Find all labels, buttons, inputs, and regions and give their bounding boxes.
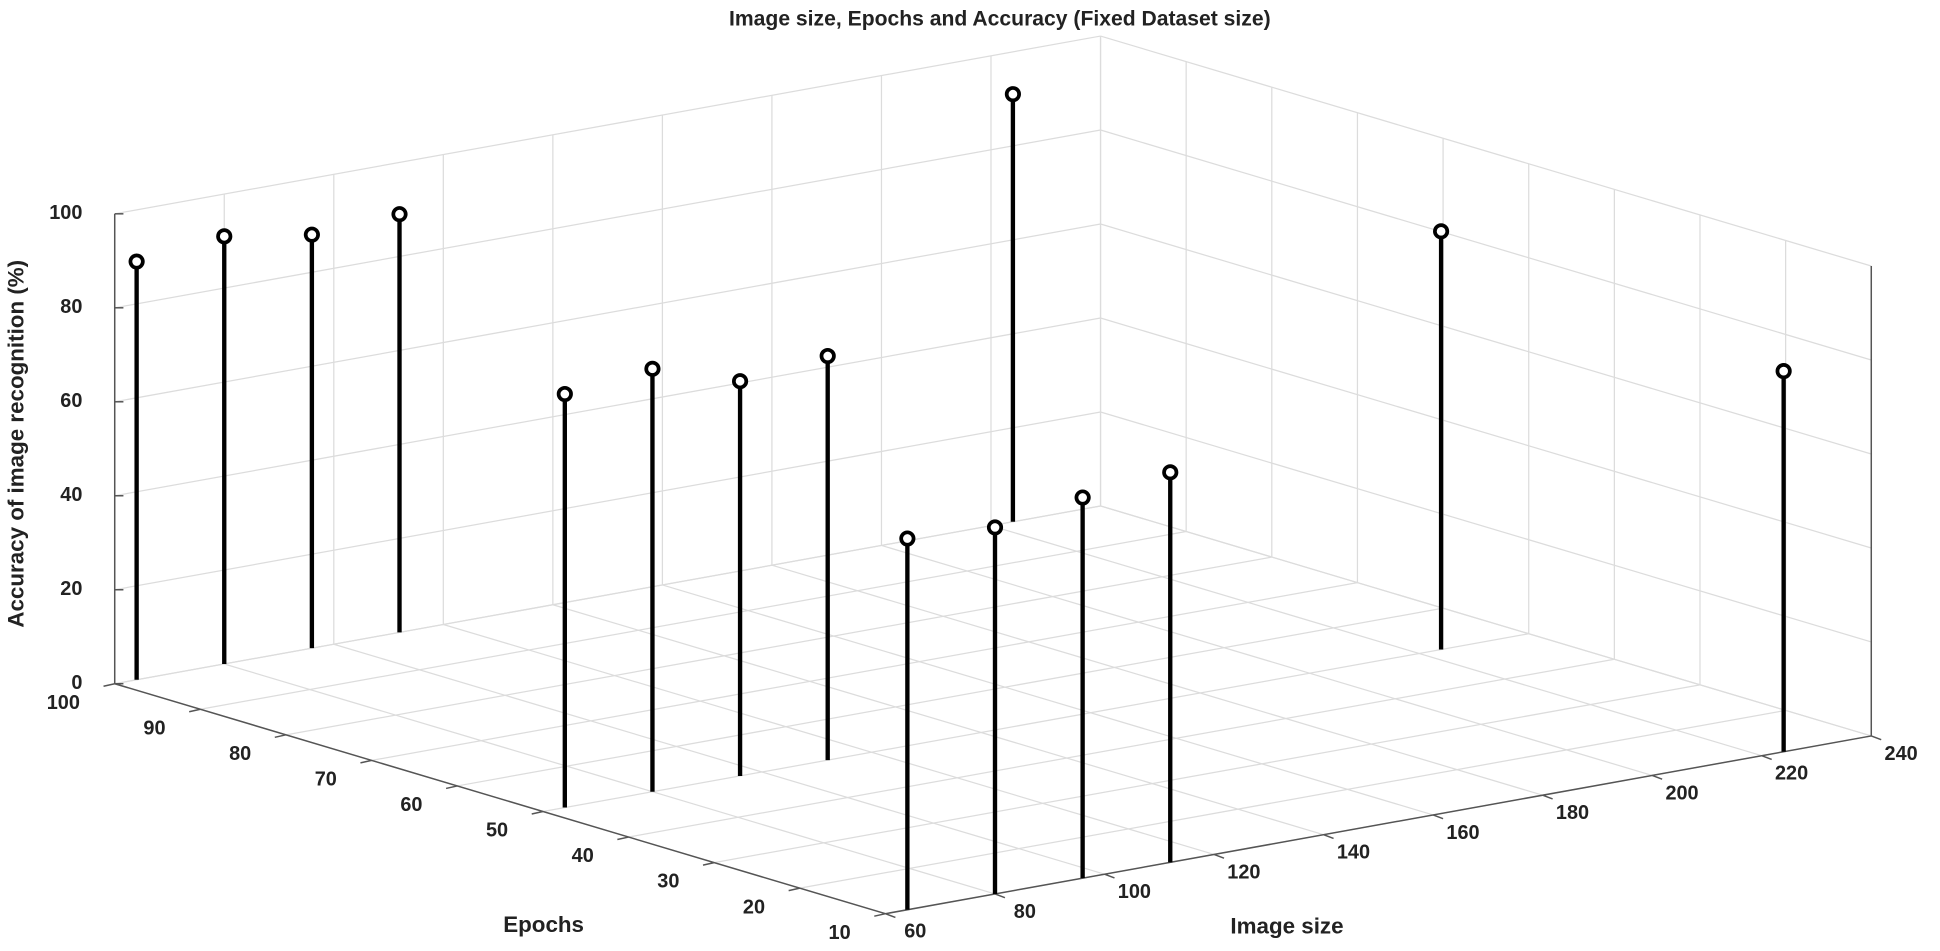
stem-marker bbox=[1162, 464, 1179, 481]
grid-line bbox=[1100, 317, 1872, 549]
stem-marker bbox=[1433, 223, 1450, 240]
x-tick bbox=[994, 893, 1006, 899]
stem-marker bbox=[1074, 489, 1091, 506]
grid-line bbox=[114, 223, 1101, 403]
x-tick bbox=[1871, 735, 1882, 741]
x-tick-label: 100 bbox=[1118, 881, 1151, 903]
grid-line bbox=[552, 604, 1324, 836]
x-tick-label: 80 bbox=[1014, 901, 1036, 923]
grid-line bbox=[542, 633, 1529, 813]
y-tick-label: 30 bbox=[657, 871, 679, 893]
grid-line bbox=[224, 663, 996, 895]
grid-line bbox=[771, 564, 1543, 796]
y-tick bbox=[702, 861, 715, 866]
grid-line bbox=[114, 505, 1101, 685]
y-tick bbox=[189, 708, 201, 713]
grid-line bbox=[114, 35, 1101, 215]
grid-line bbox=[1100, 505, 1872, 737]
grid-line bbox=[285, 556, 1272, 736]
z-tick-label: 40 bbox=[60, 484, 82, 506]
grid-line bbox=[114, 411, 1101, 591]
grid-line bbox=[1100, 35, 1872, 267]
y-tick bbox=[445, 785, 458, 790]
x-tick-label: 220 bbox=[1775, 763, 1808, 785]
x-tick-label: 160 bbox=[1446, 822, 1479, 844]
y-tick bbox=[617, 836, 629, 841]
y-tick-label: 50 bbox=[486, 820, 508, 842]
stem-marker bbox=[899, 530, 916, 547]
grid-line bbox=[1100, 223, 1872, 455]
x-tick bbox=[1542, 794, 1553, 800]
stem-marker bbox=[1775, 363, 1792, 380]
x-tick bbox=[1104, 873, 1115, 879]
stem-marker bbox=[303, 226, 320, 243]
z-tick-label: 0 bbox=[71, 672, 82, 694]
stem-marker bbox=[986, 519, 1004, 536]
x-tick bbox=[1432, 814, 1444, 820]
x-tick bbox=[885, 913, 896, 919]
y-tick bbox=[788, 887, 800, 892]
axis-line bbox=[114, 683, 886, 915]
y-tick-label: 60 bbox=[400, 794, 422, 816]
grid-line bbox=[662, 584, 1434, 816]
z-tick-label: 60 bbox=[60, 390, 82, 412]
x-tick bbox=[1323, 833, 1334, 840]
grid-line bbox=[457, 607, 1444, 787]
y-tick bbox=[874, 912, 886, 917]
z-tick-label: 20 bbox=[60, 578, 82, 600]
y-tick-label: 40 bbox=[572, 845, 594, 867]
grid-line bbox=[200, 530, 1187, 710]
x-tick-label: 180 bbox=[1556, 802, 1589, 824]
y-tick-label: 80 bbox=[229, 743, 251, 765]
grid-line bbox=[990, 525, 1762, 757]
z-tick-label: 100 bbox=[49, 202, 82, 224]
x-tick-label: 140 bbox=[1337, 842, 1370, 864]
stem-marker bbox=[556, 385, 573, 403]
grid-line bbox=[114, 129, 1101, 309]
y-tick-label: 90 bbox=[143, 717, 165, 739]
stem-marker bbox=[819, 347, 836, 365]
grid-line bbox=[333, 643, 1105, 875]
x-tick-label: 120 bbox=[1227, 861, 1260, 883]
stem-marker bbox=[216, 228, 233, 245]
y-tick bbox=[103, 682, 115, 687]
y-tick-label: 100 bbox=[47, 692, 80, 714]
y-axis-label: Epochs bbox=[503, 912, 584, 937]
x-tick-label: 60 bbox=[904, 921, 926, 943]
grid-line bbox=[1100, 411, 1872, 643]
grid-line bbox=[628, 658, 1615, 838]
axis-line bbox=[885, 735, 1872, 915]
y-tick bbox=[531, 810, 544, 815]
y-tick-label: 70 bbox=[315, 769, 337, 791]
x-tick-label: 240 bbox=[1885, 743, 1918, 765]
y-tick bbox=[360, 759, 372, 764]
x-tick bbox=[1213, 853, 1225, 859]
x-tick bbox=[1651, 774, 1663, 780]
stem-marker bbox=[644, 360, 661, 377]
chart-title: Image size, Epochs and Accuracy (Fixed D… bbox=[729, 7, 1271, 30]
z-axis-label: Accuracy of image recognition (%) bbox=[4, 260, 29, 628]
stem-marker bbox=[128, 253, 145, 270]
stem-marker bbox=[1004, 86, 1021, 103]
grid-line bbox=[114, 317, 1101, 497]
x-tick bbox=[1761, 754, 1772, 761]
grid-line bbox=[799, 709, 1786, 889]
grid-line bbox=[881, 544, 1653, 777]
z-tick-label: 80 bbox=[60, 296, 82, 318]
x-tick-label: 200 bbox=[1665, 782, 1698, 804]
grid-line bbox=[1100, 129, 1872, 361]
y-tick bbox=[274, 734, 287, 739]
stem-marker bbox=[731, 373, 749, 390]
x-axis-label: Image size bbox=[1230, 913, 1343, 938]
y-tick-label: 20 bbox=[743, 896, 765, 918]
grid-line bbox=[714, 684, 1701, 864]
grid-line bbox=[371, 582, 1358, 761]
stem-marker bbox=[391, 206, 408, 223]
y-tick-label: 10 bbox=[829, 922, 851, 944]
